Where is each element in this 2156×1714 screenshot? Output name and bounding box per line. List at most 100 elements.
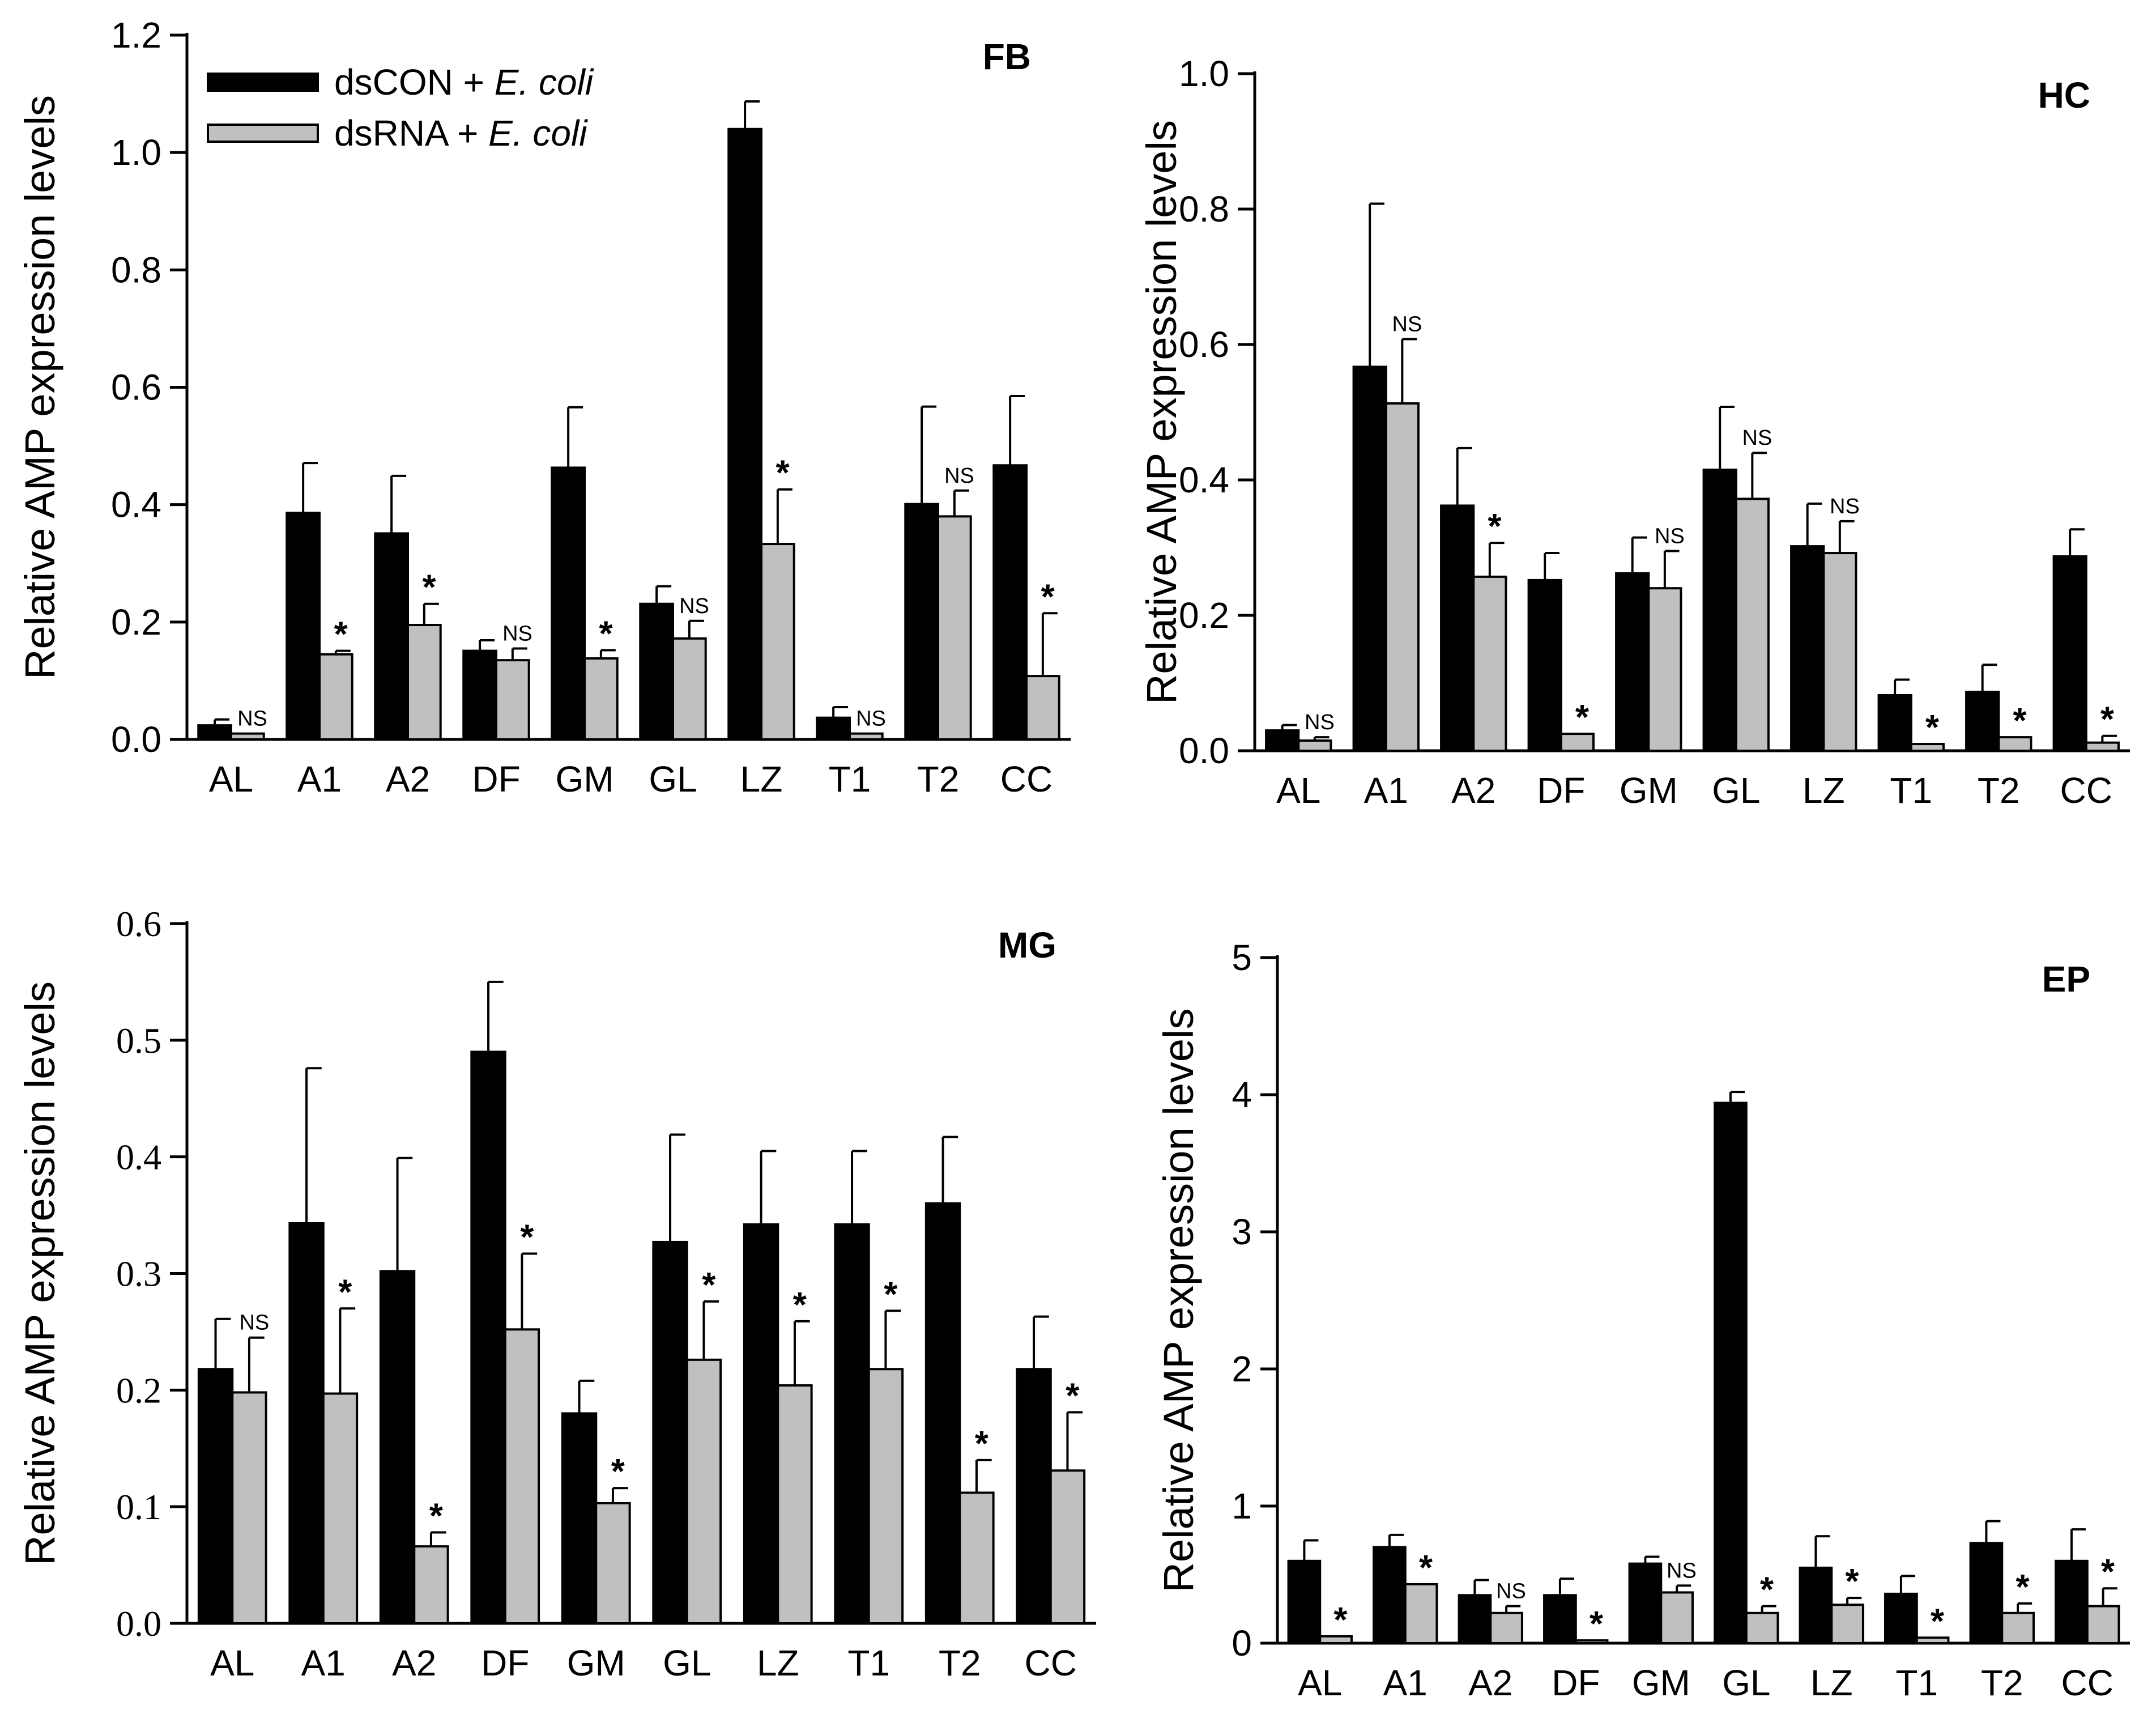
- fb-bar-dsrna-a1: [318, 653, 353, 741]
- hc-y-tick-label: 0.8: [1179, 189, 1229, 229]
- ep-bar-dsrna-gm: [1660, 1591, 1694, 1644]
- ep-significance-df: *: [1590, 1605, 1604, 1644]
- mg-bar-dscon-cc: [1016, 1368, 1052, 1625]
- hc-significance-lz: NS: [1830, 495, 1860, 518]
- fb-bar-dscon-t1: [816, 716, 851, 741]
- ep-x-tick-label-al: AL: [1298, 1662, 1342, 1703]
- ep-significance-a1: *: [1419, 1549, 1433, 1588]
- ep-bar-dscon-t2: [1969, 1542, 2004, 1645]
- fb-bar-dsrna-df: [495, 659, 530, 741]
- fb-significance-df: NS: [502, 622, 532, 645]
- mg-x-tick-label-df: DF: [481, 1643, 529, 1683]
- fb-x-tick-label-gm: GM: [555, 759, 613, 799]
- hc-x-tick-label-df: DF: [1537, 770, 1585, 811]
- ep-x-tick-label-df: DF: [1552, 1662, 1600, 1703]
- ep-bar-dsrna-t1: [1915, 1636, 1950, 1645]
- hc-x-tick-label-lz: LZ: [1803, 770, 1845, 811]
- mg-bar-dscon-a1: [288, 1222, 325, 1625]
- ep-bar-dscon-cc: [2055, 1559, 2089, 1645]
- fb-significance-lz: *: [776, 454, 790, 493]
- ep-significance-t1: *: [1931, 1602, 1945, 1641]
- mg-significance-t1: *: [884, 1275, 898, 1314]
- hc-bar-dscon-df: [1527, 579, 1562, 752]
- legend-label-dscon-italic: E. coli: [494, 62, 594, 103]
- fb-x-tick-label-lz: LZ: [740, 759, 783, 799]
- hc-x-tick-label-t1: T1: [1890, 770, 1932, 811]
- ep-bar-dsrna-t2: [2001, 1611, 2035, 1645]
- ep-bar-dscon-t1: [1884, 1592, 1918, 1644]
- ep-bar-dscon-lz: [1799, 1566, 1833, 1644]
- ep-bar-dscon-gl: [1714, 1101, 1748, 1644]
- hc-y-axis-title: Relative AMP expression levels: [1138, 120, 1185, 704]
- ep-x-tick-label-gm: GM: [1632, 1662, 1690, 1703]
- mg-bar-dscon-lz: [743, 1223, 779, 1625]
- mg-y-tick-label: 0.3: [116, 1254, 161, 1294]
- hc-bar-dscon-al: [1265, 729, 1300, 752]
- ep-significance-cc: *: [2101, 1553, 2115, 1592]
- hc-x-tick-label-gl: GL: [1712, 770, 1760, 811]
- mg-x-tick-label-cc: CC: [1025, 1643, 1077, 1683]
- fb-bar-dscon-lz: [727, 127, 763, 741]
- mg-bar-dscon-gl: [652, 1240, 688, 1625]
- ep-bar-dsrna-lz: [1830, 1604, 1864, 1644]
- fb-significance-a1: *: [334, 615, 348, 654]
- fb-x-tick-label-t1: T1: [829, 759, 871, 799]
- ep-x-tick-label-gl: GL: [1722, 1662, 1770, 1703]
- ep-x-tick-label-t1: T1: [1895, 1662, 1938, 1703]
- hc-x-tick-label-al: AL: [1276, 770, 1320, 811]
- fb-bar-dscon-a1: [286, 512, 321, 741]
- fb-bar-dscon-gm: [551, 466, 586, 741]
- hc-significance-a1: NS: [1392, 312, 1422, 336]
- ep-bar-dscon-df: [1543, 1594, 1577, 1645]
- fb-bar-dsrna-gl: [672, 637, 707, 741]
- legend-label-dscon: dsCON + E. coli: [334, 62, 593, 102]
- fb-significance-gm: *: [599, 615, 613, 654]
- ep-bar-dsrna-df: [1574, 1639, 1609, 1644]
- hc-significance-t2: *: [2013, 701, 2027, 741]
- mg-bar-dscon-gm: [561, 1412, 598, 1624]
- fb-x-tick-label-t2: T2: [917, 759, 960, 799]
- fb-significance-a2: *: [422, 568, 436, 607]
- hc-x-tick-label-t2: T2: [1978, 770, 2020, 811]
- hc-y-tick-label: 0.6: [1179, 324, 1229, 365]
- mg-bar-dsrna-a1: [322, 1392, 359, 1624]
- hc-significance-gl: NS: [1742, 426, 1772, 450]
- hc-y-tick-label: 0.4: [1179, 460, 1229, 500]
- mg-bar-dsrna-lz: [777, 1384, 813, 1625]
- mg-x-tick-label-a1: A1: [301, 1643, 346, 1683]
- mg-significance-df: *: [520, 1218, 534, 1257]
- hc-significance-a2: *: [1488, 507, 1502, 546]
- fb-y-tick-label: 1.0: [111, 132, 161, 173]
- hc-bar-dscon-t2: [1965, 691, 2000, 752]
- hc-bar-dsrna-al: [1297, 739, 1332, 752]
- fb-bar-dsrna-t1: [849, 732, 884, 741]
- hc-bar-dsrna-t2: [1997, 736, 2033, 752]
- hc-bar-dscon-a1: [1352, 365, 1387, 752]
- hc-bar-dsrna-a1: [1384, 402, 1420, 752]
- fb-bar-dscon-a2: [374, 532, 410, 741]
- legend-label-dscon-text: dsCON +: [334, 62, 495, 103]
- hc-x-tick-label-gm: GM: [1620, 770, 1678, 811]
- fb-y-axis-title: Relative AMP expression levels: [16, 95, 63, 679]
- hc-bar-dscon-cc: [2052, 555, 2087, 752]
- mg-significance-lz: *: [793, 1286, 807, 1325]
- fb-bar-dsrna-t2: [937, 515, 972, 741]
- legend-swatch-dscon: [207, 73, 319, 92]
- mg-bar-dscon-t1: [834, 1223, 870, 1625]
- fb-x-tick-label-a2: A2: [386, 759, 430, 799]
- mg-bar-dsrna-t2: [958, 1491, 995, 1624]
- fb-bar-dsrna-gm: [583, 657, 619, 741]
- mg-x-tick-label-a2: A2: [392, 1643, 436, 1683]
- hc-bar-dscon-t1: [1877, 694, 1912, 752]
- mg-x-tick-label-lz: LZ: [757, 1643, 799, 1683]
- mg-bar-dscon-al: [197, 1368, 234, 1625]
- fb-y-tick-label: 0.6: [111, 367, 161, 408]
- fb-x-tick-label-al: AL: [209, 759, 253, 799]
- hc-bar-dsrna-gm: [1647, 587, 1682, 752]
- mg-panel-title: MG: [998, 925, 1056, 966]
- ep-bar-dsrna-a1: [1404, 1583, 1438, 1644]
- hc-bar-dsrna-lz: [1822, 552, 1857, 752]
- legend: dsCON + E. coli dsRNA + E. coli: [207, 62, 671, 159]
- fb-x-tick-label-cc: CC: [1000, 759, 1053, 799]
